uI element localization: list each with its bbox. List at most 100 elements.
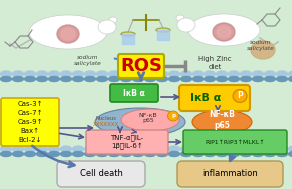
Ellipse shape: [277, 77, 288, 81]
Ellipse shape: [229, 146, 239, 152]
Text: P: P: [171, 114, 175, 119]
Ellipse shape: [60, 77, 72, 81]
Ellipse shape: [109, 77, 119, 81]
Ellipse shape: [157, 77, 168, 81]
Ellipse shape: [265, 71, 275, 77]
Ellipse shape: [288, 77, 292, 81]
Ellipse shape: [204, 152, 215, 156]
Ellipse shape: [13, 77, 23, 81]
Ellipse shape: [168, 152, 180, 156]
Ellipse shape: [25, 77, 36, 81]
Ellipse shape: [13, 71, 23, 77]
Ellipse shape: [192, 152, 204, 156]
Text: sodium
salicylate: sodium salicylate: [74, 55, 102, 66]
FancyBboxPatch shape: [118, 54, 164, 78]
Ellipse shape: [241, 77, 251, 81]
Text: Cell death: Cell death: [79, 170, 122, 178]
Ellipse shape: [25, 152, 36, 156]
Ellipse shape: [84, 152, 95, 156]
Ellipse shape: [1, 71, 11, 77]
Text: IкB α: IкB α: [190, 93, 222, 103]
Ellipse shape: [180, 71, 192, 77]
Ellipse shape: [60, 146, 72, 152]
Text: P: P: [237, 91, 243, 101]
Ellipse shape: [252, 42, 274, 58]
Ellipse shape: [156, 28, 170, 32]
Ellipse shape: [121, 77, 131, 81]
Ellipse shape: [133, 77, 143, 81]
Ellipse shape: [48, 146, 60, 152]
Ellipse shape: [216, 146, 227, 152]
Ellipse shape: [96, 71, 107, 77]
Ellipse shape: [168, 71, 180, 77]
Ellipse shape: [72, 71, 84, 77]
Ellipse shape: [121, 109, 179, 131]
Ellipse shape: [180, 146, 192, 152]
Ellipse shape: [98, 20, 116, 34]
Ellipse shape: [84, 77, 95, 81]
Ellipse shape: [216, 152, 227, 156]
Ellipse shape: [121, 152, 131, 156]
Ellipse shape: [48, 77, 60, 81]
Ellipse shape: [177, 18, 195, 32]
Ellipse shape: [168, 146, 180, 152]
Ellipse shape: [233, 90, 247, 102]
Ellipse shape: [95, 108, 185, 136]
Text: XXXXXXX: XXXXXXX: [93, 122, 119, 126]
Ellipse shape: [192, 146, 204, 152]
Ellipse shape: [109, 71, 119, 77]
Ellipse shape: [288, 146, 292, 152]
Ellipse shape: [96, 77, 107, 81]
Ellipse shape: [204, 146, 215, 152]
Ellipse shape: [277, 146, 288, 152]
Ellipse shape: [1, 77, 11, 81]
Ellipse shape: [229, 71, 239, 77]
Text: inflammation: inflammation: [202, 170, 258, 178]
Ellipse shape: [72, 152, 84, 156]
Ellipse shape: [288, 71, 292, 77]
Ellipse shape: [96, 152, 107, 156]
Ellipse shape: [61, 28, 75, 40]
Ellipse shape: [157, 152, 168, 156]
Ellipse shape: [60, 71, 72, 77]
Ellipse shape: [253, 152, 263, 156]
Ellipse shape: [168, 111, 178, 121]
Ellipse shape: [277, 71, 288, 77]
Ellipse shape: [204, 71, 215, 77]
Ellipse shape: [145, 71, 156, 77]
Ellipse shape: [168, 77, 180, 81]
Ellipse shape: [192, 110, 252, 134]
Text: IкB α: IкB α: [123, 88, 145, 98]
Ellipse shape: [229, 152, 239, 156]
Ellipse shape: [121, 71, 131, 77]
Ellipse shape: [36, 71, 48, 77]
Text: RIP1↑RIP3↑MLKL↑: RIP1↑RIP3↑MLKL↑: [205, 139, 265, 145]
Ellipse shape: [36, 146, 48, 152]
Ellipse shape: [180, 77, 192, 81]
Ellipse shape: [229, 77, 239, 81]
Ellipse shape: [121, 146, 131, 152]
Ellipse shape: [241, 152, 251, 156]
Ellipse shape: [72, 77, 84, 81]
Ellipse shape: [253, 146, 263, 152]
Ellipse shape: [133, 152, 143, 156]
Ellipse shape: [48, 152, 60, 156]
FancyBboxPatch shape: [86, 130, 168, 154]
Ellipse shape: [204, 77, 215, 81]
Ellipse shape: [25, 71, 36, 77]
Ellipse shape: [157, 146, 168, 152]
Ellipse shape: [288, 152, 292, 156]
Ellipse shape: [145, 146, 156, 152]
FancyBboxPatch shape: [110, 84, 158, 102]
Text: Cas-3↑
Cas-7↑
Cas-9↑
Bax↑
Bcl-2↓: Cas-3↑ Cas-7↑ Cas-9↑ Bax↑ Bcl-2↓: [17, 101, 43, 143]
Ellipse shape: [109, 152, 119, 156]
Ellipse shape: [1, 152, 11, 156]
Ellipse shape: [192, 77, 204, 81]
Ellipse shape: [121, 32, 135, 36]
Ellipse shape: [109, 17, 117, 23]
Ellipse shape: [176, 15, 184, 21]
Ellipse shape: [133, 146, 143, 152]
Text: ROS: ROS: [120, 57, 162, 75]
Ellipse shape: [96, 146, 107, 152]
Ellipse shape: [29, 15, 107, 49]
